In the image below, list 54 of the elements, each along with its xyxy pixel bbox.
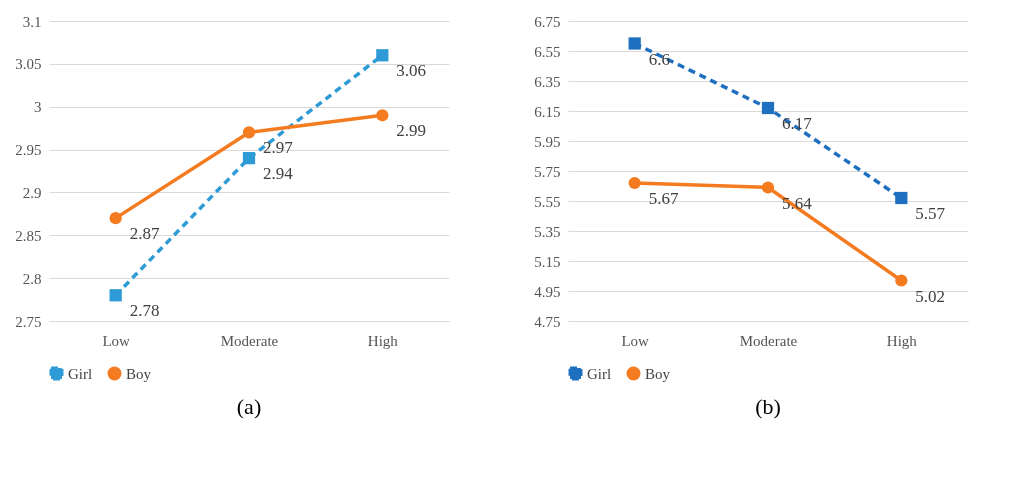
y-tick-label: 3 (34, 99, 42, 116)
data-label: 5.57 (915, 204, 946, 223)
point (628, 37, 641, 50)
point (761, 101, 775, 115)
y-tick-label: 5.95 (534, 133, 561, 150)
data-label: 2.99 (396, 121, 427, 141)
y-tick-label: 6.35 (534, 73, 561, 90)
data-label: 2.78 (129, 301, 160, 321)
legend-label: Girl (587, 365, 612, 382)
data-label: 5.67 (648, 189, 679, 208)
legend-label: Boy (126, 365, 152, 382)
point (242, 152, 256, 165)
y-tick-label: 4.75 (534, 313, 561, 330)
y-tick-label: 5.15 (534, 253, 561, 270)
x-tick-label: Moderate (739, 332, 798, 349)
y-tick-label: 2.95 (15, 142, 42, 159)
y-tick-label: 6.15 (534, 103, 561, 120)
y-tick-label: 2.9 (22, 184, 42, 201)
point (109, 212, 122, 225)
data-label: 2.94 (263, 164, 294, 184)
legend-label: Boy (645, 365, 671, 382)
point (761, 181, 775, 194)
x-tick-label: Moderate (220, 332, 279, 349)
data-label: 5.02 (915, 286, 946, 306)
x-tick-label: High (886, 332, 918, 349)
x-tick-label: Low (621, 332, 650, 349)
y-tick-label: 5.75 (534, 163, 561, 180)
y-tick-label: 2.8 (22, 270, 42, 287)
point (109, 289, 122, 302)
point (895, 191, 908, 205)
y-tick-label: 2.75 (15, 313, 42, 330)
point (376, 49, 389, 62)
y-tick-label: 2.85 (15, 227, 42, 244)
y-tick-label: 6.75 (534, 13, 561, 30)
y-tick-label: 3.1 (22, 13, 42, 30)
x-tick-label: High (367, 332, 399, 349)
data-label: 2.87 (129, 224, 160, 244)
y-tick-label: 4.95 (534, 283, 561, 300)
y-tick-label: 6.55 (534, 43, 561, 60)
y-tick-label: 5.55 (534, 193, 561, 210)
x-tick-label: Low (102, 332, 131, 349)
point (376, 109, 389, 122)
text: (b) (755, 394, 781, 419)
data-label: 3.06 (396, 61, 427, 81)
point (895, 274, 908, 287)
data-label: 6.17 (782, 114, 813, 133)
y-tick-label: 5.35 (534, 223, 561, 240)
data-label: 2.97 (263, 138, 294, 158)
data-label: 6.6 (648, 49, 670, 69)
legend-label: Girl (68, 365, 93, 382)
text: (a) (236, 394, 262, 419)
point (242, 126, 256, 139)
point (628, 176, 641, 190)
y-tick-label: 3.05 (15, 56, 42, 73)
